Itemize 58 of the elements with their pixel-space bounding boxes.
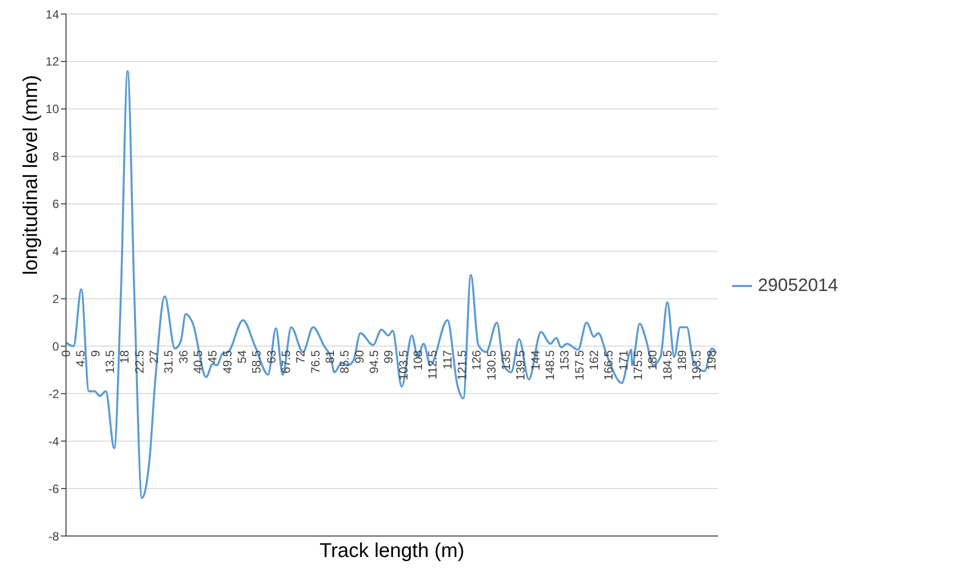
x-tick-label: 4.5	[74, 350, 88, 367]
x-tick-label: 81	[323, 350, 338, 364]
x-tick-label: 121.5	[455, 350, 470, 380]
y-tick-label: -2	[48, 386, 60, 401]
y-axis-title: longitudinal level (mm)	[20, 74, 42, 275]
x-tick-label: 157.5	[572, 350, 586, 380]
x-tick-label: 139.5	[514, 350, 528, 380]
x-tick-label: 189	[675, 350, 690, 370]
x-tick-label: 54	[235, 350, 250, 364]
x-tick-label: 40.5	[191, 350, 206, 374]
y-tick-label: -4	[48, 434, 60, 448]
y-tick-label: -8	[48, 529, 60, 544]
x-tick-label: 45	[206, 350, 220, 364]
x-tick-label: 103.5	[396, 350, 410, 380]
x-tick-label: 67.5	[279, 350, 294, 374]
x-tick-label: 76.5	[308, 350, 322, 374]
x-tick-label: 58.5	[250, 350, 264, 374]
x-tick-label: 175.5	[631, 350, 646, 380]
x-axis-title: Track length (m)	[320, 540, 464, 562]
legend-label: 29052014	[758, 275, 838, 296]
x-tick-label: 180	[646, 350, 660, 370]
x-tick-label: 9	[88, 350, 102, 357]
x-tick-label: 18	[118, 350, 132, 364]
x-tick-label: 63	[264, 350, 278, 364]
x-tick-label: 49.5	[220, 350, 234, 374]
x-tick-label: 166.5	[602, 350, 616, 380]
y-tick-label: 6	[52, 197, 60, 212]
y-tick-label: 8	[52, 150, 60, 164]
x-tick-label: 22.5	[132, 350, 146, 374]
y-tick-label: -6	[48, 482, 60, 496]
x-tick-label: 36	[176, 350, 190, 364]
x-tick-label: 171	[616, 350, 630, 370]
y-tick-label: 14	[46, 7, 60, 22]
x-tick-label: 153	[558, 350, 572, 370]
x-tick-label: 112.5	[426, 350, 440, 380]
x-tick-label: 99	[382, 350, 396, 364]
x-tick-label: 135	[499, 350, 514, 370]
x-tick-label: 13.5	[103, 350, 118, 374]
x-tick-label: 85.5	[338, 350, 352, 374]
x-tick-label: 27	[147, 350, 162, 364]
x-tick-label: 148.5	[543, 350, 558, 380]
x-tick-label: 31.5	[162, 350, 176, 374]
x-tick-label: 117	[440, 350, 454, 370]
y-tick-label: 4	[52, 244, 60, 259]
x-tick-label: 144	[528, 350, 542, 370]
x-tick-label: 94.5	[367, 350, 382, 374]
y-tick-label: 2	[52, 292, 60, 306]
x-tick-label: 184.5	[660, 350, 674, 380]
x-tick-label: 72	[294, 350, 308, 364]
x-tick-label: 162	[587, 350, 602, 370]
y-tick-label: 10	[46, 102, 60, 116]
x-tick-label: 126	[470, 350, 484, 370]
x-tick-label: 108	[411, 350, 426, 370]
x-tick-label: 90	[352, 350, 366, 364]
x-tick-label: 193.5	[690, 350, 704, 380]
y-tick-label: 12	[46, 54, 60, 69]
x-tick-label: 198	[704, 350, 718, 370]
x-tick-label: 130.5	[484, 350, 498, 380]
